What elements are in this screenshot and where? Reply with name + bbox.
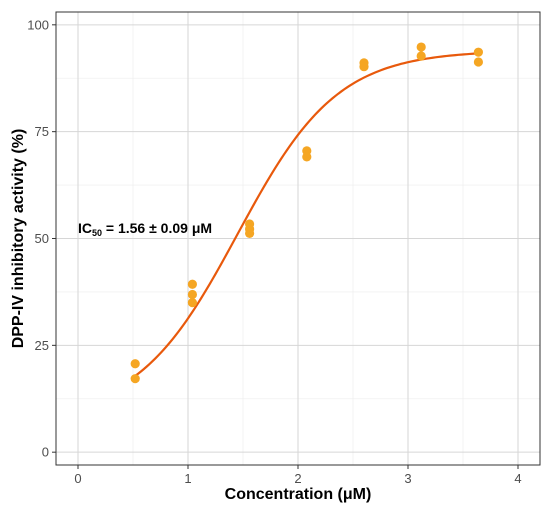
x-tick-label: 1 — [184, 471, 191, 486]
ic50-prefix: IC — [78, 220, 92, 236]
data-point — [187, 279, 197, 289]
data-point — [187, 289, 197, 300]
data-point — [416, 51, 426, 61]
x-axis-title: Concentration (μM) — [225, 486, 372, 503]
y-tick-label: 25 — [35, 338, 49, 353]
data-point — [416, 42, 426, 52]
data-point — [473, 57, 483, 67]
x-tick-label: 4 — [514, 471, 521, 486]
x-tick-label: 3 — [404, 471, 411, 486]
y-tick-label: 50 — [35, 231, 49, 246]
y-tick-label: 75 — [35, 124, 49, 139]
data-point — [473, 47, 483, 57]
tick-labels: 0 1 2 3 4 0 25 50 75 100 — [27, 17, 521, 486]
y-axis-title: DPP-IV inhibitory activity (%) — [10, 129, 27, 349]
x-tick-label: 2 — [294, 471, 301, 486]
data-point — [187, 298, 197, 308]
ic50-subscript: 50 — [92, 228, 102, 238]
y-tick-label: 100 — [27, 17, 49, 32]
data-points — [130, 42, 483, 384]
y-tick-label: 0 — [42, 445, 49, 460]
ic50-value: = 1.56 ± 0.09 μM — [102, 220, 212, 236]
grid-lines — [56, 12, 540, 465]
fit-curve — [134, 52, 479, 377]
data-point — [130, 359, 140, 369]
ic50-annotation: IC50 = 1.56 ± 0.09 μM — [78, 220, 212, 238]
data-point — [302, 152, 312, 162]
data-point — [245, 228, 255, 238]
x-tick-label: 0 — [74, 471, 81, 486]
data-point — [130, 374, 140, 384]
data-point — [359, 62, 369, 72]
